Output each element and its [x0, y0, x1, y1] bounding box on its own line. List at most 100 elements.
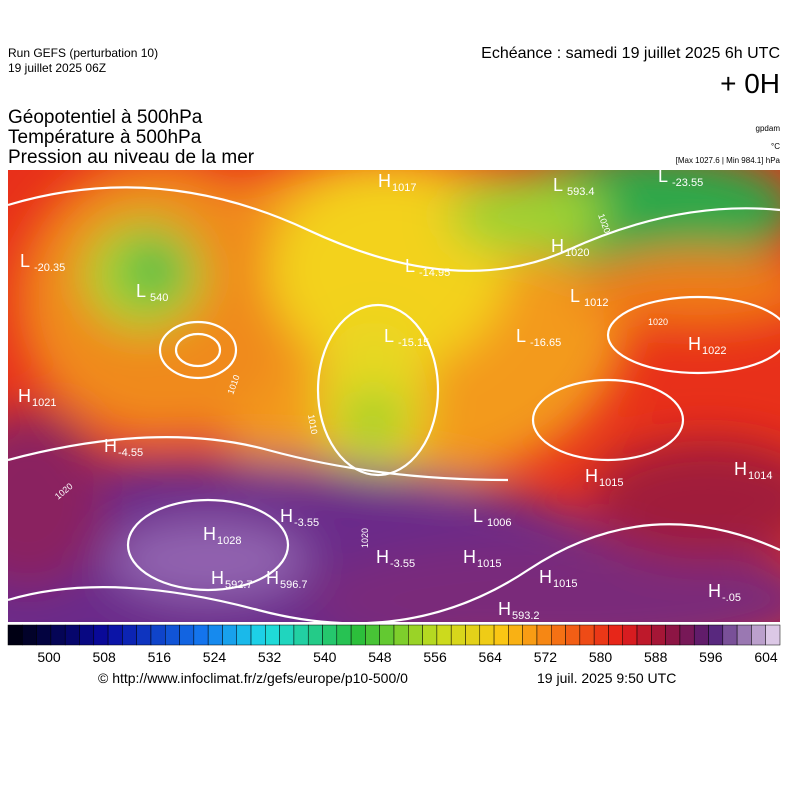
colorbar: 500 508 516 524 532 540 548 556 564 572 580 588 596 6… — [7, 624, 781, 665]
run-name: Run GEFS (perturbation 10) — [8, 46, 159, 60]
colorbar-cell — [508, 624, 523, 646]
pressure-symbol: L — [516, 326, 526, 346]
colorbar-cell — [279, 624, 295, 646]
colorbar-cell — [693, 624, 709, 646]
colorbar-cell — [136, 624, 152, 646]
pressure-symbol: L — [405, 256, 415, 276]
pressure-value: 1022 — [702, 345, 726, 357]
echeance: Echéance : samedi 19 juillet 2025 6h UTC — [481, 45, 780, 62]
source: © http://www.infoclimat.fr/z/gefs/europe… — [98, 670, 408, 686]
colorbar-tick-label: 596 — [699, 649, 723, 665]
pressure-value: 1015 — [599, 477, 623, 489]
colorbar-cell — [107, 624, 123, 646]
colorbar-cell — [593, 624, 609, 646]
pressure-value: 596.7 — [280, 579, 308, 591]
colorbar-cell — [207, 624, 223, 646]
colorbar-cell — [679, 624, 695, 646]
colorbar-cell — [579, 624, 595, 646]
colorbar-cell — [536, 624, 552, 646]
colorbar-cell — [522, 624, 538, 646]
pressure-symbol: H — [708, 581, 721, 601]
colorbar-cell — [50, 624, 66, 646]
isobars — [8, 186, 780, 622]
pressure-symbol: H — [203, 524, 216, 544]
colorbar-tick-label: 516 — [148, 649, 172, 665]
colorbar-tick-label: 580 — [589, 649, 613, 665]
colorbar-cell — [64, 624, 80, 646]
pressure-value: -3.55 — [294, 517, 319, 529]
colorbar-cell — [179, 624, 195, 646]
pressure-value: 593.4 — [567, 186, 595, 198]
colorbar-cell — [493, 624, 509, 646]
colorbar-cell — [622, 624, 638, 646]
colorbar-tick-label: 548 — [368, 649, 392, 665]
colorbar-tick-label: 556 — [423, 649, 447, 665]
colorbar-cell — [7, 624, 23, 646]
pressure-symbol: H — [688, 334, 701, 354]
colorbar-cell — [408, 624, 423, 646]
pressure-value: 1028 — [217, 535, 241, 547]
offset: + 0H — [720, 68, 780, 99]
pressure-symbol: L — [20, 251, 30, 271]
colorbar-cell — [193, 624, 209, 646]
pressure-symbol: L — [553, 175, 563, 195]
pressure-symbol: H — [539, 567, 552, 587]
colorbar-tick-label: 572 — [534, 649, 558, 665]
colorbar-tick-label: 508 — [92, 649, 116, 665]
colorbar-cell — [651, 624, 666, 646]
colorbar-cell — [636, 624, 652, 646]
colorbar-cell — [307, 624, 323, 646]
colorbar-cell — [436, 624, 452, 646]
colorbar-cell — [322, 624, 338, 646]
pressure-value: -16.65 — [530, 337, 561, 349]
colorbar-cell — [393, 624, 409, 646]
colorbar-tick-label: 588 — [644, 649, 668, 665]
pressure-value: 1015 — [553, 578, 577, 590]
pressure-value: -.05 — [722, 592, 741, 604]
pressure-symbol: L — [473, 506, 483, 526]
pressure-symbol: H — [104, 436, 117, 456]
colorbar-cell — [722, 624, 738, 646]
colorbar-cell — [236, 624, 252, 646]
unit: °C — [771, 142, 780, 151]
pressure-symbol: H — [463, 547, 476, 567]
colorbar-cell — [122, 624, 137, 646]
pressure-symbol: H — [376, 547, 389, 567]
colorbar-cell — [165, 624, 180, 646]
pressure-value: -14.95 — [419, 267, 450, 279]
colorbar-tick-label: 564 — [479, 649, 503, 665]
colorbar-cell — [93, 624, 109, 646]
pressure-value: -15.15 — [398, 337, 429, 349]
contour-label: 1020 — [648, 317, 668, 327]
colorbar-cell — [450, 624, 466, 646]
colorbar-cell — [336, 624, 352, 646]
colorbar-cell — [665, 624, 681, 646]
contour-label: 1010 — [306, 414, 319, 435]
pressure-value: 1014 — [748, 470, 772, 482]
pressure-symbol: H — [18, 386, 31, 406]
pressure-symbol: H — [378, 171, 391, 191]
colorbar-cell — [708, 624, 724, 646]
pressure-value: 540 — [150, 292, 168, 304]
pressure-symbol: H — [585, 466, 598, 486]
generated: 19 juil. 2025 9:50 UTC — [537, 670, 677, 686]
unit: [Max 1027.6 | Min 984.1] hPa — [675, 156, 780, 165]
colorbar-cell — [350, 624, 366, 646]
pressure-symbol: H — [498, 599, 511, 619]
pressure-symbol: L — [384, 326, 394, 346]
colorbar-tick-label: 500 — [37, 649, 61, 665]
pressure-value: 592.7 — [225, 579, 253, 591]
colorbar-cell — [551, 624, 566, 646]
pressure-symbol: L — [136, 281, 146, 301]
colorbar-cell — [365, 624, 380, 646]
colorbar-cell — [222, 624, 237, 646]
pressure-value: -20.35 — [34, 262, 65, 274]
pressure-value: -4.55 — [118, 447, 143, 459]
colorbar-cell — [22, 624, 37, 646]
pressure-symbol: L — [658, 170, 668, 186]
pressure-symbol: H — [280, 506, 293, 526]
pressure-value: 1020 — [565, 247, 589, 259]
colorbar-cell — [36, 624, 52, 646]
colorbar-cell — [79, 624, 95, 646]
